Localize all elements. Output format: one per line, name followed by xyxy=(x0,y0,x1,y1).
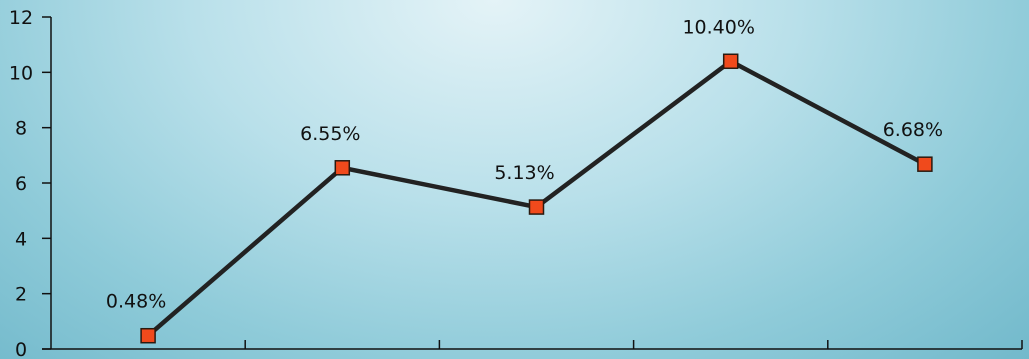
y-tick-label: 0 xyxy=(15,339,27,359)
data-point-marker xyxy=(528,199,545,215)
series-markers xyxy=(140,53,933,344)
data-labels: 0.48% 6.55% 5.13% 10.40% 6.68% xyxy=(106,16,943,312)
data-label: 6.55% xyxy=(300,123,360,145)
data-point-marker xyxy=(140,327,156,344)
data-point-marker xyxy=(722,53,739,70)
x-axis xyxy=(42,340,1023,350)
y-tick-label: 4 xyxy=(15,228,27,250)
data-point-marker xyxy=(334,160,351,176)
series-line-group xyxy=(146,59,926,338)
data-label: 6.68% xyxy=(883,119,943,141)
data-label: 0.48% xyxy=(106,291,166,313)
data-label: 5.13% xyxy=(494,162,554,184)
y-axis: 0 2 4 6 8 10 12 xyxy=(9,7,52,359)
y-tick-label: 10 xyxy=(9,62,33,84)
y-tick-label: 2 xyxy=(15,284,27,306)
data-label: 10.40% xyxy=(682,16,754,38)
series-line xyxy=(146,59,926,338)
data-point-marker xyxy=(917,156,933,172)
y-tick-label: 12 xyxy=(9,7,33,29)
y-tick-label: 6 xyxy=(15,173,27,195)
y-tick-label: 8 xyxy=(15,118,27,140)
